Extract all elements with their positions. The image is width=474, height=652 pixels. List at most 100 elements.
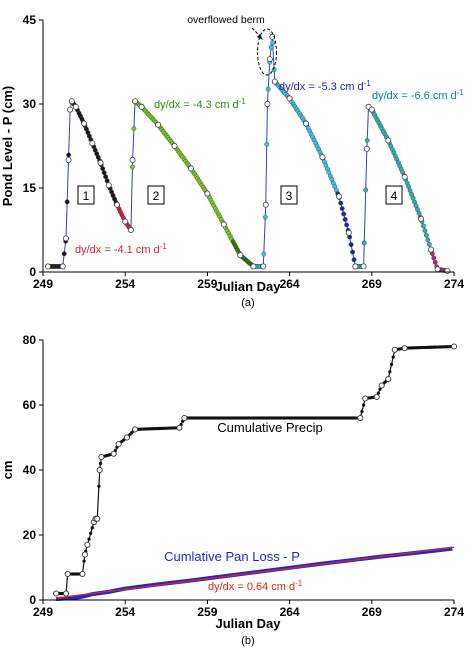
pond-level-node [127, 226, 134, 233]
pond-level-node [72, 103, 79, 110]
pond-level-point [264, 141, 270, 147]
pond-level-node [237, 252, 244, 259]
panel-a-xtick-label: 269 [362, 277, 382, 291]
pond-level-point [350, 249, 355, 255]
panel-a-ytick-label: 15 [23, 181, 37, 195]
cumulative-precip-node [110, 450, 117, 457]
legend-pan: Cumlative Pan Loss - P [164, 549, 300, 564]
pond-level-node [262, 201, 269, 208]
pond-level-node [345, 229, 352, 236]
svg-text:3: 3 [286, 189, 293, 203]
panel-b-ytick-label: 60 [23, 398, 37, 412]
panel-b-ticks: 249 254 259 264 269 274 0 20 40 60 80 [23, 333, 465, 619]
pond-level-node [67, 106, 74, 113]
cumulative-precip-node [62, 590, 70, 597]
cumulative-precip-point [388, 370, 392, 374]
event-label-2: 2 [147, 185, 165, 205]
pond-level-point [361, 240, 367, 246]
cumulative-precip-point [97, 484, 101, 488]
cumulative-precip-point [391, 355, 395, 359]
cumulative-precip-point [82, 559, 86, 563]
panel-a-xlabel: Julian Day [215, 279, 281, 294]
panel-a-ytick-label: 45 [23, 13, 37, 27]
pond-level-node [363, 145, 370, 152]
pond-level-node [401, 173, 408, 180]
cumulative-precip-point [87, 537, 91, 541]
pond-level-point [423, 232, 429, 238]
cumulative-precip-node [181, 414, 188, 422]
cumulative-precip-node [98, 453, 105, 461]
slope-label-2: dy/dx = -4.3 cm d-1 [154, 97, 246, 111]
pond-level-point [363, 187, 369, 193]
panel-b-xtick-label: 264 [280, 605, 300, 619]
cumulative-precip-node [94, 515, 101, 522]
slope-label-3: dy/dx = -5.3 cm d-1 [279, 79, 371, 93]
pond-level-point [421, 223, 426, 229]
cumulative-precip-node [64, 570, 71, 578]
cumulative-precip-point [389, 362, 394, 366]
berm-label: overflowed berm [187, 14, 265, 26]
panel-b-ytick-label: 0 [29, 593, 36, 607]
pond-level-node [129, 156, 136, 163]
cumulative-precip-node [401, 345, 408, 352]
pond-level-node [385, 137, 392, 144]
event-label-1: 1 [77, 185, 95, 205]
pond-level-point [270, 40, 276, 46]
pond-level-point [426, 242, 432, 247]
cumulative-precip-node [176, 424, 183, 431]
slope-label-1: dy/dx = -4.1 cm d-1 [75, 242, 167, 256]
pond-level-node [68, 98, 75, 105]
event-label-4: 4 [385, 185, 403, 205]
panel-a-xtick-label: 249 [33, 277, 53, 291]
pond-level-node [220, 221, 227, 228]
panel-a-ylabel: Pond Level - P (cm) [0, 86, 15, 206]
pond-level-point [339, 206, 345, 211]
panel-b-xtick-label: 269 [362, 605, 382, 619]
panel-a-xtick-label: 264 [280, 277, 300, 291]
panel-a-ytick-label: 0 [29, 265, 36, 279]
pond-level-node [59, 263, 66, 270]
pond-level-point [131, 126, 137, 132]
pond-level-node [360, 263, 367, 270]
pond-level-node [335, 193, 342, 200]
svg-text:4: 4 [391, 189, 398, 203]
panel-b-ytick-label: 80 [23, 333, 37, 347]
pond-level-point [342, 217, 348, 222]
panel-a-ytick-label: 30 [23, 97, 37, 111]
pond-level-point [64, 199, 70, 205]
cumulative-precip-node [391, 346, 398, 353]
pond-level-point [431, 255, 437, 261]
cumulative-precip-node [357, 414, 364, 422]
cumulative-precip-point [360, 409, 364, 414]
pond-level-node [89, 140, 96, 147]
pond-level-point [101, 170, 107, 176]
pond-level-node [250, 263, 257, 270]
pond-level-node [65, 156, 72, 163]
pond-level-node [155, 121, 162, 128]
pond-level-point [261, 251, 267, 257]
pond-level-node [113, 201, 120, 208]
pond-level-node [352, 263, 359, 270]
pond-level-node [260, 263, 267, 270]
svg-text:2: 2 [153, 189, 160, 203]
pond-level-point [103, 174, 109, 180]
cumulative-precip-node [378, 382, 385, 389]
cumulative-precip-node [84, 541, 91, 548]
slope-label-4: dy/dx = -6.6 cm d-1 [372, 88, 464, 102]
pond-level-node [81, 120, 88, 127]
pond-level-node [418, 215, 425, 222]
cumulative-precip-point [361, 403, 366, 407]
pond-level-line-1 [47, 99, 132, 267]
pond-level-line-3 [253, 36, 356, 267]
pond-level-node [444, 267, 451, 274]
legend-precip: Cumulative Precip [217, 420, 323, 435]
panel-b-xtick-label: 254 [115, 605, 135, 619]
cumulative-precip-point [90, 526, 94, 530]
panel-b-xtick-label: 259 [197, 605, 217, 619]
panel-a-data [44, 33, 451, 274]
cumulative-precip-point [376, 391, 380, 395]
pond-level-point [66, 152, 72, 158]
pond-level-node [97, 159, 104, 166]
pond-level-node [132, 98, 139, 105]
legend-fit: dy/dx = 0.64 cm d-1 [208, 579, 303, 593]
